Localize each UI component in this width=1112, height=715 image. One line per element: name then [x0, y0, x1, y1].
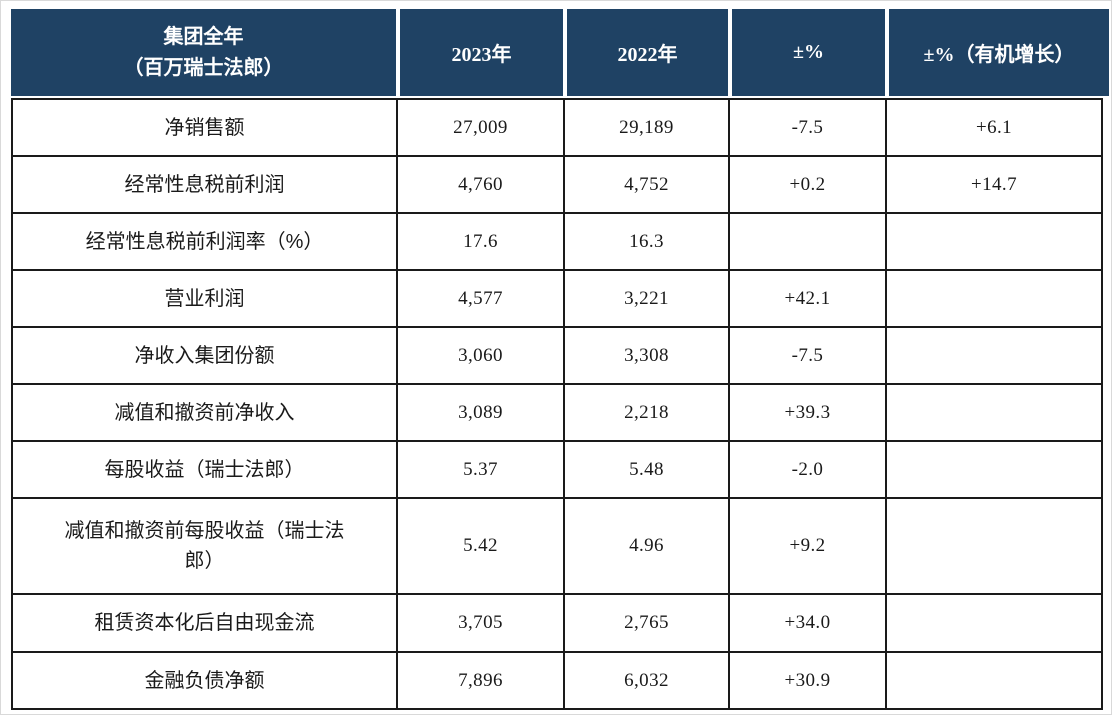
value-2023: 3,705: [396, 593, 565, 653]
value-pct-change: +42.1: [728, 269, 887, 328]
table-row: 金融负债净额 7,896 6,032 +30.9: [11, 651, 1103, 710]
value-pct-change: -7.5: [728, 326, 887, 385]
table-row: 减值和撤资前每股收益（瑞士法郎） 5.42 4.96 +9.2: [11, 497, 1103, 595]
column-header-2022: 2022年: [563, 9, 728, 96]
value-pct-organic: [885, 651, 1103, 710]
row-label: 经常性息税前利润: [11, 155, 398, 214]
value-pct-organic: [885, 212, 1103, 271]
value-2023: 27,009: [396, 98, 565, 157]
table-row: 营业利润 4,577 3,221 +42.1: [11, 269, 1103, 328]
value-pct-change: +34.0: [728, 593, 887, 653]
value-pct-change: +0.2: [728, 155, 887, 214]
value-pct-change: -7.5: [728, 98, 887, 157]
row-label: 减值和撤资前净收入: [11, 383, 398, 442]
value-pct-organic: +6.1: [885, 98, 1103, 157]
value-2022: 6,032: [563, 651, 730, 710]
column-header-pct-change: ±%: [728, 9, 885, 96]
table-row: 每股收益（瑞士法郎） 5.37 5.48 -2.0: [11, 440, 1103, 499]
value-pct-change: +39.3: [728, 383, 887, 442]
value-2023: 17.6: [396, 212, 565, 271]
value-2023: 7,896: [396, 651, 565, 710]
value-2023: 5.42: [396, 497, 565, 595]
value-2023: 4,577: [396, 269, 565, 328]
value-2023: 4,760: [396, 155, 565, 214]
row-label: 减值和撤资前每股收益（瑞士法郎）: [11, 497, 398, 595]
row-label: 营业利润: [11, 269, 398, 328]
value-2022: 2,765: [563, 593, 730, 653]
value-2023: 3,060: [396, 326, 565, 385]
value-2022: 29,189: [563, 98, 730, 157]
value-pct-change: +9.2: [728, 497, 887, 595]
row-label: 每股收益（瑞士法郎）: [11, 440, 398, 499]
value-pct-organic: [885, 269, 1103, 328]
value-2022: 2,218: [563, 383, 730, 442]
table-row: 租赁资本化后自由现金流 3,705 2,765 +34.0: [11, 593, 1103, 653]
table-row: 净销售额 27,009 29,189 -7.5 +6.1: [11, 98, 1103, 157]
value-pct-organic: [885, 497, 1103, 595]
value-2022: 4,752: [563, 155, 730, 214]
financial-results-table: 净销售额 27,009 29,189 -7.5 +6.1 经常性息税前利润 4,…: [11, 98, 1103, 710]
value-pct-organic: +14.7: [885, 155, 1103, 214]
row-label: 经常性息税前利润率（%）: [11, 212, 398, 271]
value-pct-change: +30.9: [728, 651, 887, 710]
table-header-row: 集团全年 （百万瑞士法郎） 2023年 2022年 ±% ±%（有机增长）: [11, 9, 1109, 96]
value-2022: 16.3: [563, 212, 730, 271]
row-label: 净销售额: [11, 98, 398, 157]
value-2022: 3,308: [563, 326, 730, 385]
value-2022: 3,221: [563, 269, 730, 328]
value-2022: 5.48: [563, 440, 730, 499]
value-pct-organic: [885, 383, 1103, 442]
row-label: 金融负债净额: [11, 651, 398, 710]
table-row: 经常性息税前利润 4,760 4,752 +0.2 +14.7: [11, 155, 1103, 214]
row-label: 净收入集团份额: [11, 326, 398, 385]
value-pct-organic: [885, 440, 1103, 499]
value-2023: 3,089: [396, 383, 565, 442]
table-row: 减值和撤资前净收入 3,089 2,218 +39.3: [11, 383, 1103, 442]
table-row: 净收入集团份额 3,060 3,308 -7.5: [11, 326, 1103, 385]
value-pct-organic: [885, 326, 1103, 385]
column-header-pct-organic: ±%（有机增长）: [885, 9, 1109, 96]
value-pct-change: -2.0: [728, 440, 887, 499]
column-header-2023: 2023年: [396, 9, 563, 96]
value-2022: 4.96: [563, 497, 730, 595]
table-row: 经常性息税前利润率（%） 17.6 16.3: [11, 212, 1103, 271]
value-2023: 5.37: [396, 440, 565, 499]
value-pct-organic: [885, 593, 1103, 653]
row-label: 租赁资本化后自由现金流: [11, 593, 398, 653]
column-header-group: 集团全年 （百万瑞士法郎）: [123, 25, 284, 79]
value-pct-change: [728, 212, 887, 271]
